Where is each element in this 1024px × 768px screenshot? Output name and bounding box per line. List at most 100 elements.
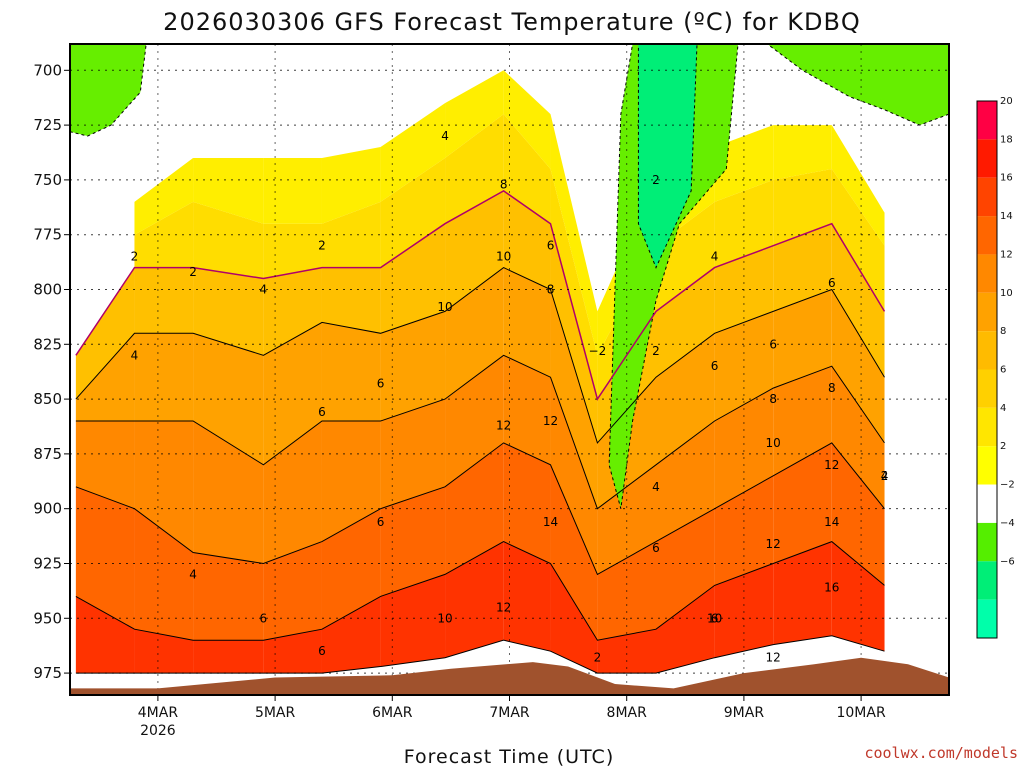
contour-label: 12 — [766, 537, 781, 551]
contour-label: 8 — [500, 177, 508, 191]
contour-label: 2 — [318, 239, 326, 253]
y-tick-label: 925 — [33, 554, 62, 572]
temperature-band — [134, 333, 193, 421]
colorbar-swatch — [977, 561, 997, 599]
contour-label: 4 — [260, 282, 268, 296]
colorbar-label: 20 — [1000, 96, 1013, 107]
contour-label: 8 — [828, 381, 836, 395]
contour-label: 6 — [547, 239, 555, 253]
x-axis-label: Forecast Time (UTC) — [404, 746, 614, 768]
y-tick-label: 725 — [33, 116, 62, 134]
x-tick-label: 9MAR — [724, 705, 765, 721]
x-tick-sublabel: 2026 — [140, 723, 176, 739]
colorbar-swatch — [977, 139, 997, 177]
colorbar-swatch — [977, 178, 997, 216]
contour-label: 12 — [543, 414, 558, 428]
colorbar-label: 2 — [1000, 441, 1006, 452]
colorbar-swatch — [977, 600, 997, 638]
contour-label: 12 — [496, 600, 511, 614]
y-tick-label: 950 — [33, 609, 62, 627]
contour-label: 6 — [652, 541, 660, 555]
colorbar-label: −2 — [1000, 480, 1015, 491]
contour-label: 6 — [318, 644, 326, 658]
y-tick-label: 850 — [33, 390, 62, 408]
x-tick-label: 4MAR — [138, 705, 179, 721]
contour-label: 12 — [496, 418, 511, 432]
colorbar-swatch — [977, 331, 997, 369]
colorbar-label: 6 — [1000, 365, 1006, 376]
contour-label: 6 — [377, 377, 385, 391]
colorbar: 20 18 16 14 12 10 8 6 4 2 −2 −4 −6 — [977, 96, 1015, 638]
temperature-band — [322, 322, 381, 421]
contour-label: 6 — [377, 515, 385, 529]
x-tick-label: 5MAR — [255, 705, 296, 721]
contour-label: 4 — [652, 480, 660, 494]
temperature-band — [193, 553, 263, 641]
colorbar-swatch — [977, 408, 997, 446]
colorbar-label: 8 — [1000, 326, 1006, 337]
contour-label: 4 — [131, 348, 139, 362]
contour-label: 10 — [437, 300, 452, 314]
x-axis: 4MAR 2026 5MAR 6MAR 7MAR 8MAR 9MAR 10MAR — [138, 695, 886, 739]
colorbar-swatch — [977, 485, 997, 523]
colorbar-label: 4 — [1000, 403, 1006, 414]
colorbar-label: 10 — [1000, 288, 1013, 299]
x-tick-label: 8MAR — [607, 705, 648, 721]
colorbar-swatch — [977, 446, 997, 484]
contour-label: 6 — [260, 611, 268, 625]
x-tick-label: 7MAR — [489, 705, 530, 721]
y-tick-label: 825 — [33, 335, 62, 353]
x-tick-label: 6MAR — [372, 705, 413, 721]
contour-label: 4 — [441, 129, 449, 143]
colorbar-swatch — [977, 293, 997, 331]
colorbar-label: −4 — [1000, 518, 1015, 529]
colorbar-label: 18 — [1000, 134, 1013, 145]
plot-area: 4 2 4 2 6 4 6 6 2 6 6 10 10 4 12 12 10 8 14 12 6 8 2 −2 4 6 2 2 10 6 6… — [70, 44, 949, 695]
temperature-band — [134, 268, 193, 334]
colorbar-swatch — [977, 370, 997, 408]
contour-label: 16 — [824, 581, 839, 595]
colorbar-label: 12 — [1000, 249, 1013, 260]
temperature-band — [193, 640, 263, 673]
contour-label: 2 — [652, 173, 660, 187]
y-tick-label: 775 — [33, 226, 62, 244]
y-tick-label: 975 — [33, 664, 62, 682]
contour-label: 10 — [766, 436, 781, 450]
colorbar-swatch — [977, 216, 997, 254]
x-tick-label: 10MAR — [836, 705, 885, 721]
y-tick-label: 875 — [33, 445, 62, 463]
y-tick-label: 900 — [33, 500, 62, 518]
colorbar-label: −6 — [1000, 556, 1015, 567]
colorbar-label: 14 — [1000, 211, 1013, 222]
contour-label: 6 — [828, 276, 836, 290]
contour-label: 12 — [766, 651, 781, 665]
contour-label: 8 — [769, 392, 777, 406]
contour-label: 8 — [547, 282, 555, 296]
contour-label: −2 — [589, 344, 607, 358]
y-tick-label: 700 — [33, 61, 62, 79]
contour-label: 2 — [881, 469, 889, 483]
contour-label: 4 — [711, 250, 719, 264]
y-tick-label: 800 — [33, 280, 62, 298]
contour-label: 6 — [318, 405, 326, 419]
colorbar-label: 16 — [1000, 173, 1013, 184]
contour-label: 2 — [189, 265, 197, 279]
temperature-band — [322, 268, 381, 334]
contour-label: 6 — [711, 611, 719, 625]
y-tick-label: 750 — [33, 171, 62, 189]
contour-label: 14 — [543, 515, 558, 529]
contour-label: 4 — [189, 567, 197, 581]
colorbar-swatch — [977, 523, 997, 561]
contour-label: 2 — [652, 344, 660, 358]
y-axis: 700 725 750 775 800 825 850 875 900 925 950 975 — [33, 61, 70, 682]
temperature-chart: 2026030306 GFS Forecast Temperature (ºC)… — [0, 0, 1024, 768]
chart-title: 2026030306 GFS Forecast Temperature (ºC)… — [163, 8, 861, 36]
contour-label: 14 — [824, 515, 839, 529]
contour-label: 10 — [437, 611, 452, 625]
temperature-band — [263, 158, 322, 224]
contour-label: 10 — [496, 250, 511, 264]
colorbar-swatch — [977, 254, 997, 292]
contour-label: 6 — [711, 359, 719, 373]
colorbar-swatch — [977, 101, 997, 139]
contour-label: 2 — [594, 651, 602, 665]
